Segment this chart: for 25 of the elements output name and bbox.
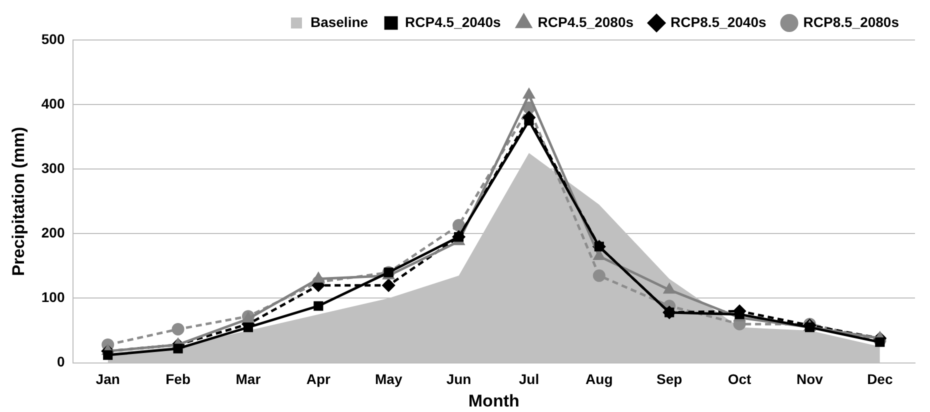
x-axis-title: Month [468,391,520,410]
x-tick-label: Apr [306,371,332,388]
legend-label: RCP8.5_2040s [670,14,766,30]
y-tick-label: 300 [41,160,65,176]
x-tick-label: Jul [518,371,540,388]
legend-label: RCP4.5_2040s [405,14,501,30]
y-tick-label: 400 [41,95,65,112]
legend-label: RCP4.5_2080s [538,14,634,30]
legend-label: Baseline [310,14,368,30]
y-tick-label: 500 [41,30,65,47]
x-tick-label: Jan [96,371,120,388]
y-tick-label: 100 [41,289,65,306]
legend-label: RCP8.5_2080s [803,14,900,30]
x-tick-label: Oct [728,371,752,388]
y-tick-label: 0 [56,354,65,370]
y-axis-title: Precipitation (mm) [8,126,28,276]
x-tick-label: Sep [656,371,682,388]
x-tick-label: May [374,371,402,388]
x-tick-label: Nov [796,371,824,388]
x-tick-label: Feb [166,371,190,388]
y-tick-label: 200 [41,224,65,241]
x-tick-label: Mar [236,371,262,388]
x-tick-label: Dec [867,371,893,388]
x-tick-label: Aug [586,371,613,388]
x-tick-label: Jun [446,371,472,388]
